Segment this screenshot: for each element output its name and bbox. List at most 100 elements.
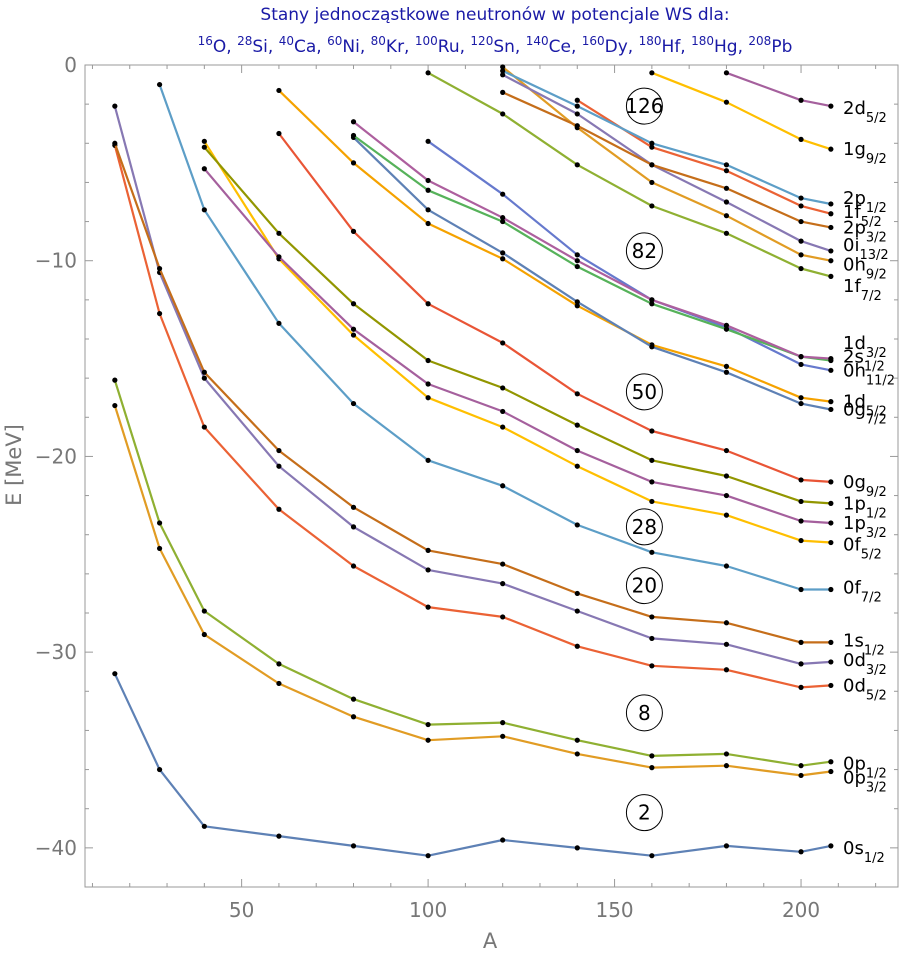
data-point xyxy=(798,498,804,505)
data-point xyxy=(500,614,506,620)
nucleus-mass: 100 xyxy=(415,34,438,48)
data-point xyxy=(649,140,655,146)
level-label-sub: 1/2 xyxy=(864,643,885,658)
data-point xyxy=(828,367,834,373)
series-line xyxy=(113,379,832,767)
series-line xyxy=(502,69,832,206)
data-point xyxy=(500,191,506,197)
magic-number-circle xyxy=(625,373,663,411)
data-point xyxy=(798,586,804,593)
series-line xyxy=(502,73,832,252)
data-point xyxy=(500,385,506,391)
data-point xyxy=(156,545,163,552)
data-point xyxy=(828,211,834,217)
chart-subtitle: 16O, 28Si, 40Ca, 60Ni, 80Kr, 100Ru, 120S… xyxy=(198,34,793,57)
data-point xyxy=(828,759,834,765)
series-1d3-2 xyxy=(350,119,834,362)
data-point xyxy=(425,721,431,728)
series-line xyxy=(113,142,831,644)
data-point xyxy=(723,99,730,105)
data-point xyxy=(723,185,730,191)
level-label-sub: 9/2 xyxy=(866,152,887,167)
data-point xyxy=(798,763,804,769)
level-label: 0d5/2 xyxy=(843,675,887,703)
data-point xyxy=(500,733,506,739)
level-label-main: 0i xyxy=(843,235,859,256)
data-point xyxy=(649,203,655,209)
data-point xyxy=(828,500,834,506)
data-point xyxy=(156,81,163,88)
data-point xyxy=(828,659,834,665)
data-point xyxy=(425,381,431,387)
data-point xyxy=(201,166,207,172)
data-point xyxy=(649,549,655,555)
magic-number: 2 xyxy=(625,794,663,832)
data-point xyxy=(828,586,834,593)
level-label: 0h11/2 xyxy=(843,360,895,388)
data-point xyxy=(798,395,804,401)
data-point xyxy=(798,772,804,779)
series-0p1-2 xyxy=(112,377,834,769)
nucleus-mass: 16 xyxy=(198,34,213,48)
data-point xyxy=(350,326,357,332)
level-label-main: 0p xyxy=(843,754,866,775)
data-point xyxy=(649,297,655,303)
data-point xyxy=(574,252,580,258)
data-point xyxy=(500,340,506,346)
level-label-sub: 3/2 xyxy=(866,525,887,540)
level-label-sub: 9/2 xyxy=(866,484,887,499)
nucleus-symbol: O, xyxy=(213,37,237,57)
y-tick-label: −20 xyxy=(35,444,77,468)
data-point xyxy=(276,87,282,94)
series-0d5-2 xyxy=(112,142,834,690)
level-label: 1f5/2 xyxy=(843,202,882,230)
series-2s1-2 xyxy=(350,132,834,364)
series-2p1-2 xyxy=(500,68,834,207)
level-label-main: 0h xyxy=(843,255,866,276)
level-label-main: 0h xyxy=(843,360,866,381)
magic-number-label: 126 xyxy=(625,94,663,118)
data-point xyxy=(350,696,357,702)
level-label: 0d3/2 xyxy=(843,650,887,678)
data-point xyxy=(649,765,655,771)
nucleus-symbol: Si, xyxy=(252,37,278,57)
data-point xyxy=(425,457,431,463)
y-tick-label: −30 xyxy=(35,640,77,664)
magic-number: 28 xyxy=(625,508,663,546)
series-line xyxy=(278,89,832,403)
data-point xyxy=(798,97,804,103)
series-line xyxy=(576,99,832,215)
series-0i13-2 xyxy=(500,72,834,254)
x-tick-label: 50 xyxy=(229,898,254,922)
magic-number: 126 xyxy=(625,87,663,125)
y-tick-label: −10 xyxy=(35,249,77,273)
data-point xyxy=(798,252,804,258)
data-point xyxy=(649,614,655,620)
data-point xyxy=(723,447,730,454)
magic-number: 50 xyxy=(625,373,663,411)
nucleus-mass: 160 xyxy=(582,34,605,48)
data-point xyxy=(828,248,834,254)
data-point xyxy=(828,479,834,485)
data-point xyxy=(723,512,730,518)
data-point xyxy=(649,498,655,505)
chart-title: Stany jednocząstkowe neutronów w potencj… xyxy=(260,5,729,25)
data-point xyxy=(276,447,282,454)
data-point xyxy=(828,355,834,362)
data-point xyxy=(500,64,506,70)
data-point xyxy=(276,661,282,667)
level-label-sub: 11/2 xyxy=(866,373,895,388)
level-label: 0p1/2 xyxy=(843,754,887,782)
data-point xyxy=(500,581,506,587)
data-point xyxy=(350,504,357,510)
data-point xyxy=(350,160,357,166)
level-label: 0f5/2 xyxy=(843,535,882,563)
data-point xyxy=(798,849,804,855)
data-point xyxy=(276,463,282,469)
level-label-main: 2s xyxy=(843,347,864,368)
series-0d3-2 xyxy=(112,103,834,667)
nucleus-symbol: Ru, xyxy=(438,37,471,57)
data-point xyxy=(649,162,655,168)
data-point xyxy=(574,522,580,528)
